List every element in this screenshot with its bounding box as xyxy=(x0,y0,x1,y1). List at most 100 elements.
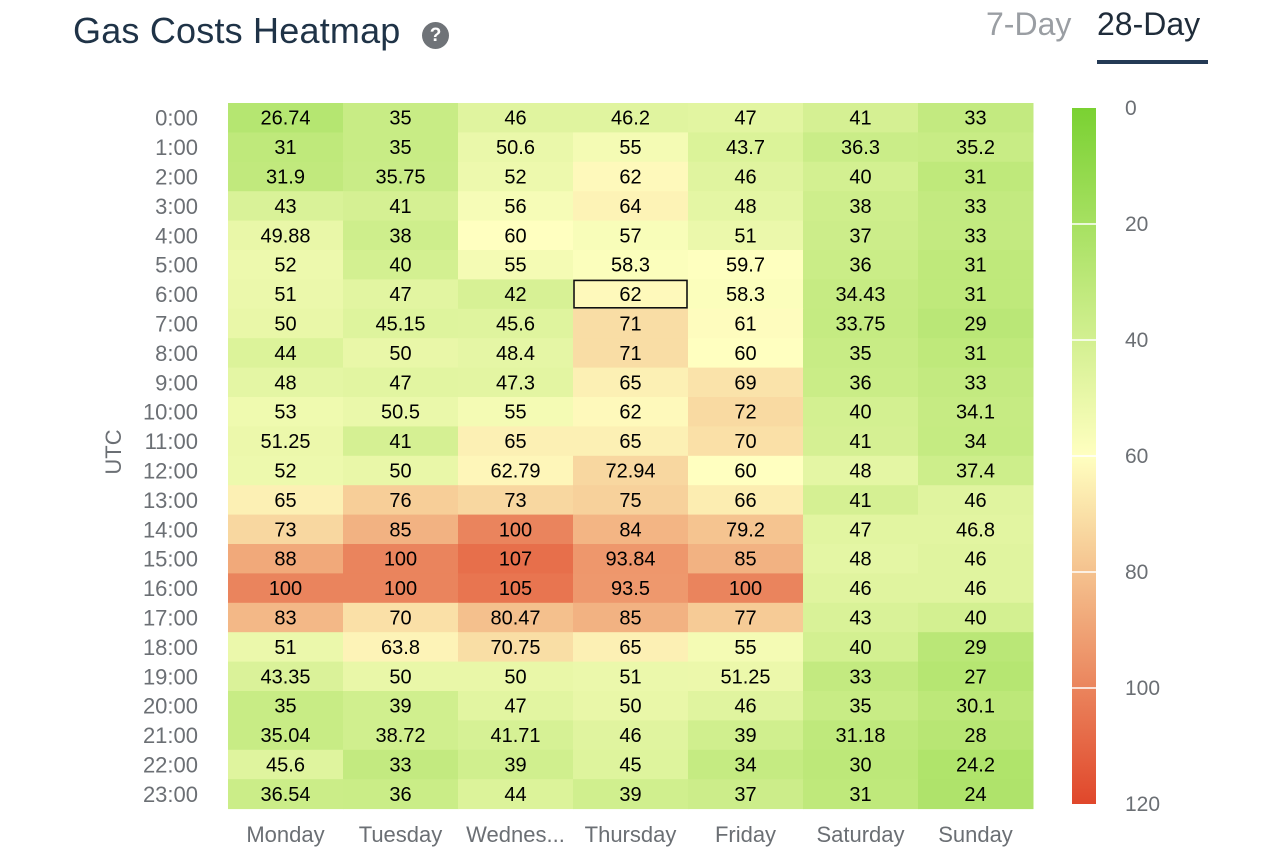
help-icon[interactable]: ? xyxy=(422,22,449,49)
heatmap-cell[interactable] xyxy=(803,308,919,339)
heatmap-cell[interactable] xyxy=(458,779,574,810)
heatmap-cell[interactable] xyxy=(803,250,919,280)
heatmap-cell[interactable] xyxy=(803,279,919,310)
heatmap-cell[interactable] xyxy=(803,455,919,486)
heatmap-cell[interactable] xyxy=(573,279,689,310)
heatmap-cell[interactable] xyxy=(688,779,804,810)
heatmap-cell[interactable] xyxy=(458,573,574,604)
tab-28-day[interactable]: 28-Day xyxy=(1097,6,1201,42)
heatmap-cell[interactable] xyxy=(573,426,689,457)
heatmap-cell[interactable] xyxy=(228,191,344,222)
heatmap-cell[interactable] xyxy=(343,308,459,339)
heatmap-cell[interactable] xyxy=(458,132,574,163)
heatmap-cell[interactable] xyxy=(918,632,1034,663)
heatmap-cell[interactable] xyxy=(228,514,344,545)
heatmap-cell[interactable] xyxy=(918,720,1034,751)
heatmap-cell[interactable] xyxy=(688,514,804,545)
heatmap-cell[interactable] xyxy=(918,544,1034,574)
heatmap-cell[interactable] xyxy=(573,544,689,574)
heatmap-cell[interactable] xyxy=(343,544,459,574)
heatmap-cell[interactable] xyxy=(343,573,459,604)
heatmap-cell[interactable] xyxy=(228,661,344,692)
heatmap-cell[interactable] xyxy=(918,455,1034,486)
heatmap-cell[interactable] xyxy=(343,602,459,633)
heatmap-cell[interactable] xyxy=(918,691,1034,721)
heatmap-cell[interactable] xyxy=(803,691,919,721)
heatmap-cell[interactable] xyxy=(343,632,459,663)
heatmap-cell[interactable] xyxy=(458,602,574,633)
heatmap-cell[interactable] xyxy=(343,455,459,486)
heatmap-cell[interactable] xyxy=(228,308,344,339)
heatmap-cell[interactable] xyxy=(573,573,689,604)
heatmap-cell[interactable] xyxy=(803,514,919,545)
heatmap-cell[interactable] xyxy=(918,338,1034,369)
heatmap-cell[interactable] xyxy=(803,749,919,780)
heatmap-cell[interactable] xyxy=(228,426,344,457)
heatmap-cell[interactable] xyxy=(458,514,574,545)
heatmap-cell[interactable] xyxy=(228,279,344,310)
heatmap-cell[interactable] xyxy=(458,485,574,516)
heatmap-cell[interactable] xyxy=(458,308,574,339)
heatmap-cell[interactable] xyxy=(573,132,689,163)
heatmap-cell[interactable] xyxy=(573,103,689,133)
heatmap-cell[interactable] xyxy=(573,250,689,280)
heatmap-cell[interactable] xyxy=(688,103,804,133)
heatmap-cell[interactable] xyxy=(803,132,919,163)
heatmap-cell[interactable] xyxy=(573,749,689,780)
heatmap-cell[interactable] xyxy=(228,367,344,398)
heatmap-cell[interactable] xyxy=(803,161,919,192)
heatmap-cell[interactable] xyxy=(918,220,1034,251)
heatmap-cell[interactable] xyxy=(343,367,459,398)
heatmap-cell[interactable] xyxy=(458,103,574,133)
heatmap-cell[interactable] xyxy=(343,132,459,163)
heatmap-cell[interactable] xyxy=(803,632,919,663)
heatmap-cell[interactable] xyxy=(688,573,804,604)
heatmap-cell[interactable] xyxy=(458,749,574,780)
heatmap-cell[interactable] xyxy=(688,279,804,310)
heatmap-cell[interactable] xyxy=(918,308,1034,339)
heatmap-cell[interactable] xyxy=(803,485,919,516)
heatmap-cell[interactable] xyxy=(343,779,459,810)
heatmap-cell[interactable] xyxy=(918,749,1034,780)
heatmap-cell[interactable] xyxy=(228,602,344,633)
heatmap-cell[interactable] xyxy=(458,691,574,721)
heatmap-cell[interactable] xyxy=(803,338,919,369)
heatmap-cell[interactable] xyxy=(573,691,689,721)
heatmap-cell[interactable] xyxy=(688,308,804,339)
heatmap-cell[interactable] xyxy=(688,250,804,280)
heatmap-cell[interactable] xyxy=(688,691,804,721)
heatmap-cell[interactable] xyxy=(343,720,459,751)
heatmap-cell[interactable] xyxy=(228,720,344,751)
heatmap-cell[interactable] xyxy=(688,426,804,457)
tab-7-day[interactable]: 7-Day xyxy=(986,6,1072,42)
heatmap-cell[interactable] xyxy=(343,514,459,545)
heatmap-cell[interactable] xyxy=(343,397,459,427)
heatmap-cell[interactable] xyxy=(458,279,574,310)
heatmap-cell[interactable] xyxy=(918,779,1034,810)
heatmap-cell[interactable] xyxy=(573,220,689,251)
heatmap-cell[interactable] xyxy=(458,632,574,663)
heatmap-cell[interactable] xyxy=(573,338,689,369)
heatmap-cell[interactable] xyxy=(803,397,919,427)
heatmap-cell[interactable] xyxy=(458,397,574,427)
heatmap-cell[interactable] xyxy=(573,485,689,516)
heatmap-cell[interactable] xyxy=(228,749,344,780)
heatmap-cell[interactable] xyxy=(343,220,459,251)
heatmap-cell[interactable] xyxy=(458,426,574,457)
heatmap-cell[interactable] xyxy=(228,161,344,192)
heatmap-cell[interactable] xyxy=(458,161,574,192)
heatmap-cell[interactable] xyxy=(918,161,1034,192)
heatmap-cell[interactable] xyxy=(688,632,804,663)
heatmap-cell[interactable] xyxy=(803,426,919,457)
heatmap-cell[interactable] xyxy=(343,485,459,516)
heatmap-cell[interactable] xyxy=(803,103,919,133)
heatmap-cell[interactable] xyxy=(688,455,804,486)
heatmap-cell[interactable] xyxy=(228,779,344,810)
heatmap-cell[interactable] xyxy=(458,544,574,574)
heatmap-cell[interactable] xyxy=(228,220,344,251)
heatmap-cell[interactable] xyxy=(343,161,459,192)
heatmap-cell[interactable] xyxy=(458,661,574,692)
heatmap-cell[interactable] xyxy=(573,397,689,427)
heatmap-cell[interactable] xyxy=(688,544,804,574)
heatmap-cell[interactable] xyxy=(918,514,1034,545)
